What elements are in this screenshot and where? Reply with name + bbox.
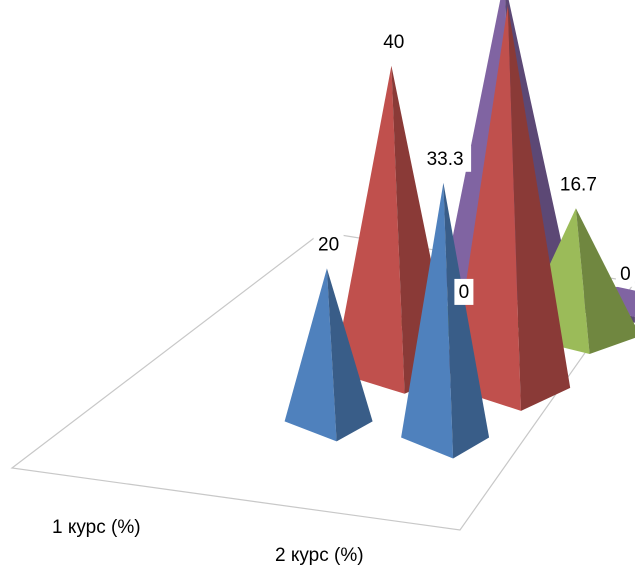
pyramid-face-left [284, 268, 337, 442]
chart-marks [284, 0, 635, 459]
data-label-bg [378, 28, 409, 55]
pyramid-face-left [401, 182, 454, 459]
data-label-series2-cat1: 40 [378, 28, 409, 55]
data-label-bg [419, 145, 472, 172]
pyramid-series1-cat1 [284, 268, 373, 442]
data-label-text: 33.3 [427, 149, 464, 170]
pyramid-face-right [575, 208, 635, 354]
category-label-2: 2 курс (%) [275, 545, 364, 566]
pyramid-face-left [333, 65, 405, 394]
data-label-text: 0 [459, 282, 470, 303]
category-axis: 1 курс (%) 2 курс (%) [52, 517, 364, 566]
pyramid-face-right [507, 5, 571, 411]
data-label-series3-cat1: 0 [454, 278, 474, 305]
data-label-series3-cat2: 16.7 [552, 171, 605, 198]
data-label-series1-cat2: 33.3 [419, 145, 472, 172]
data-labels: 400016.740502033.3 [313, 28, 635, 305]
data-label-bg [313, 231, 344, 258]
category-label-1: 1 курс (%) [52, 517, 141, 538]
data-label-bg [615, 260, 635, 287]
data-label-text: 16.7 [560, 174, 597, 195]
pyramid-face-left [450, 5, 521, 411]
pyramid-series1-cat2 [401, 182, 490, 459]
pyramid-face-right [443, 182, 490, 459]
data-label-text: 20 [318, 234, 339, 255]
pyramid-series2-cat2 [450, 5, 571, 411]
data-label-series1-cat1: 20 [313, 231, 344, 258]
pyramid-face-right [326, 268, 373, 442]
data-label-bg [552, 171, 605, 198]
data-label-text: 0 [620, 264, 631, 285]
data-label-text: 40 [383, 32, 404, 53]
data-label-bg [454, 278, 474, 305]
data-label-series4-cat2: 0 [615, 260, 635, 287]
